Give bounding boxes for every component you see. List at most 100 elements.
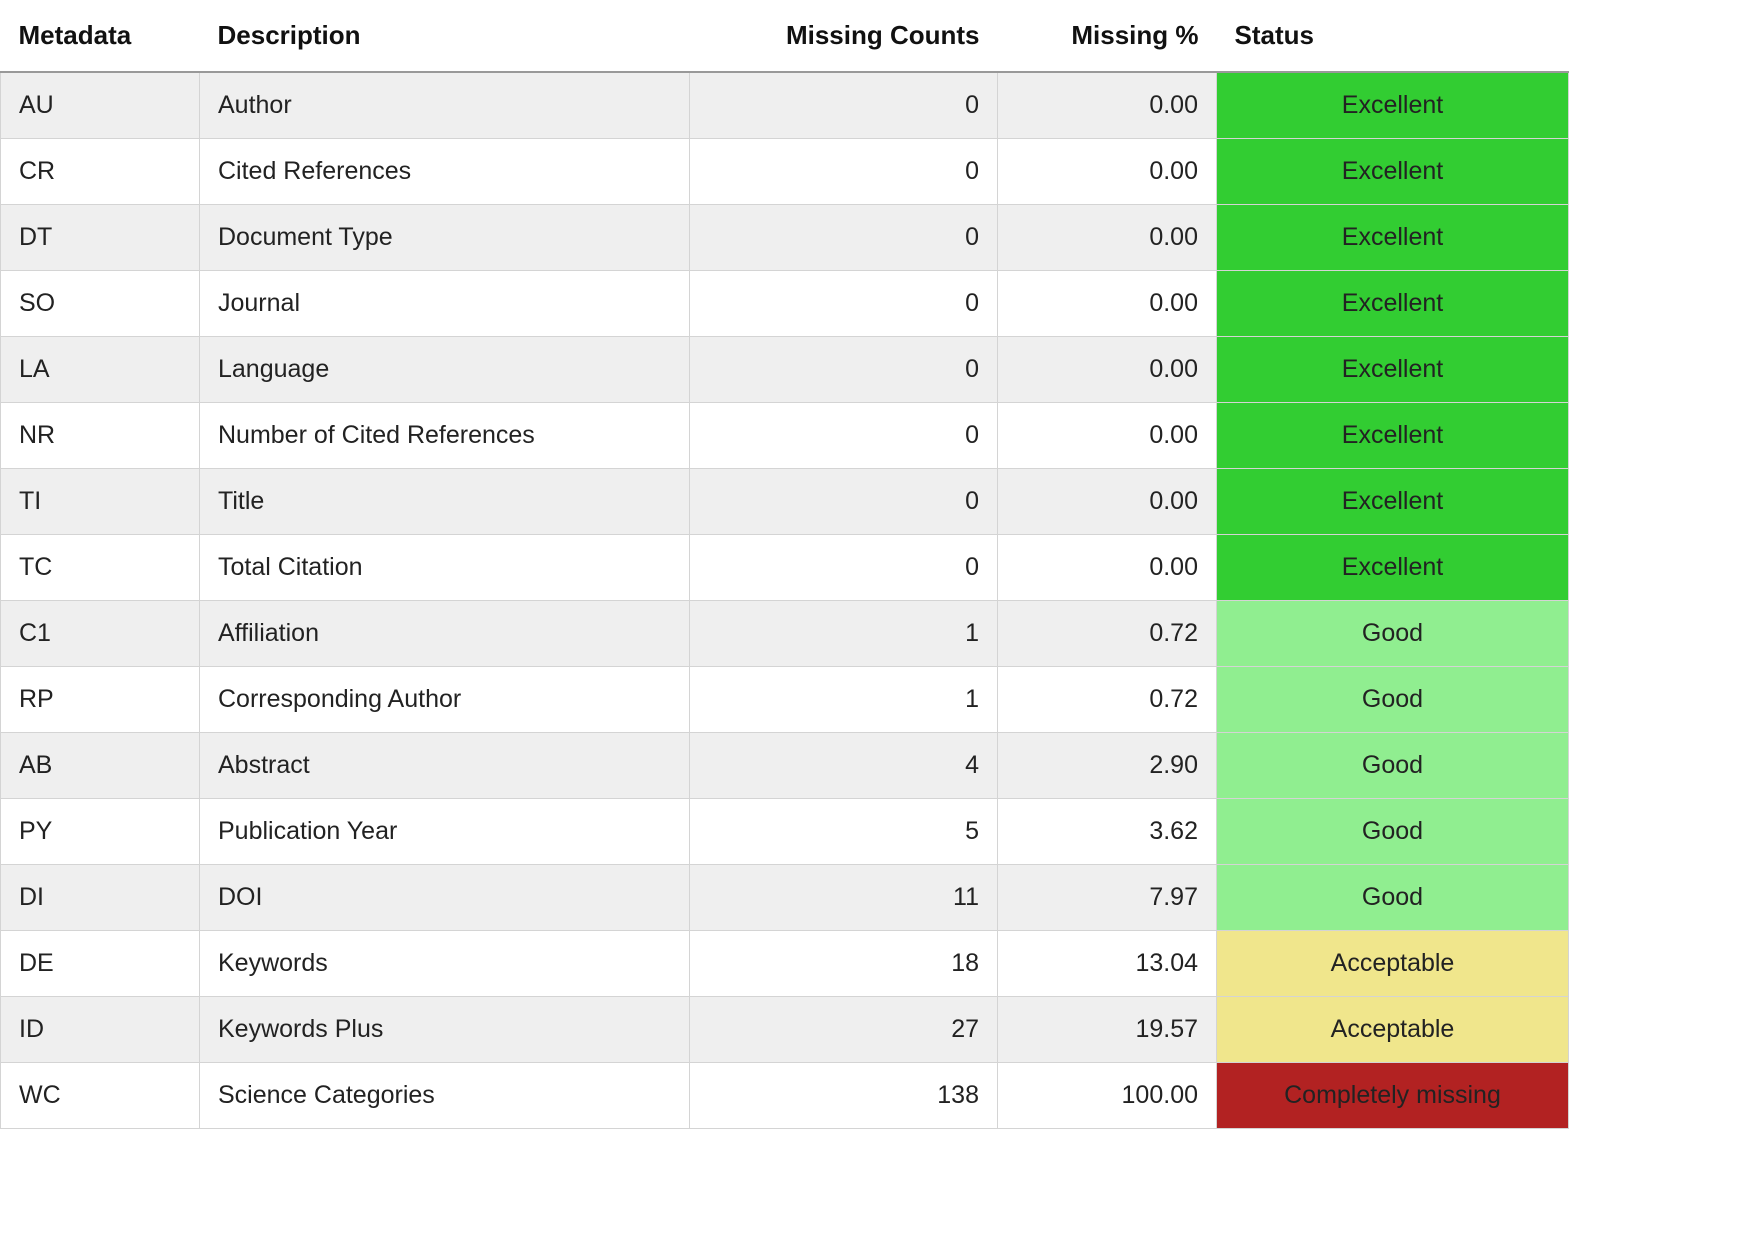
cell-missing-pct: 3.62 — [997, 798, 1217, 865]
cell-description: Document Type — [199, 204, 690, 271]
cell-status: Excellent — [1216, 72, 1569, 139]
table-row: PY Publication Year 5 3.62 Good — [0, 798, 1569, 865]
cell-status: Excellent — [1216, 534, 1569, 601]
cell-status: Acceptable — [1216, 930, 1569, 997]
cell-metadata: TC — [0, 534, 200, 601]
cell-description: Publication Year — [199, 798, 690, 865]
cell-missing-pct: 13.04 — [997, 930, 1217, 997]
cell-status: Good — [1216, 666, 1569, 733]
cell-missing-pct: 0.00 — [997, 534, 1217, 601]
cell-missing-counts: 27 — [689, 996, 998, 1063]
cell-missing-pct: 0.00 — [997, 270, 1217, 337]
cell-metadata: PY — [0, 798, 200, 865]
cell-metadata: DT — [0, 204, 200, 271]
cell-metadata: NR — [0, 402, 200, 469]
cell-missing-pct: 7.97 — [997, 864, 1217, 931]
cell-metadata: CR — [0, 138, 200, 205]
cell-missing-counts: 138 — [689, 1062, 998, 1129]
cell-missing-counts: 0 — [689, 204, 998, 271]
cell-description: Abstract — [199, 732, 690, 799]
table-row: TC Total Citation 0 0.00 Excellent — [0, 534, 1569, 601]
cell-metadata: WC — [0, 1062, 200, 1129]
cell-status: Good — [1216, 732, 1569, 799]
missing-data-table-container: Metadata Description Missing Counts Miss… — [0, 0, 1569, 1129]
cell-status: Acceptable — [1216, 996, 1569, 1063]
cell-missing-counts: 1 — [689, 666, 998, 733]
missing-data-table: Metadata Description Missing Counts Miss… — [0, 0, 1569, 1129]
cell-status: Excellent — [1216, 270, 1569, 337]
cell-description: Number of Cited References — [199, 402, 690, 469]
cell-missing-pct: 0.00 — [997, 336, 1217, 403]
cell-status: Good — [1216, 864, 1569, 931]
cell-description: Corresponding Author — [199, 666, 690, 733]
header-metadata: Metadata — [0, 0, 200, 73]
cell-missing-counts: 11 — [689, 864, 998, 931]
cell-metadata: C1 — [0, 600, 200, 667]
cell-metadata: DI — [0, 864, 200, 931]
table-row: AU Author 0 0.00 Excellent — [0, 72, 1569, 139]
cell-missing-pct: 19.57 — [997, 996, 1217, 1063]
cell-metadata: TI — [0, 468, 200, 535]
cell-missing-counts: 0 — [689, 270, 998, 337]
cell-missing-pct: 0.72 — [997, 666, 1217, 733]
table-row: LA Language 0 0.00 Excellent — [0, 336, 1569, 403]
table-header: Metadata Description Missing Counts Miss… — [0, 0, 1569, 73]
cell-status: Excellent — [1216, 402, 1569, 469]
cell-metadata: LA — [0, 336, 200, 403]
cell-missing-counts: 0 — [689, 468, 998, 535]
cell-missing-pct: 0.72 — [997, 600, 1217, 667]
header-missing-pct: Missing % — [997, 0, 1217, 73]
cell-description: Language — [199, 336, 690, 403]
cell-status: Good — [1216, 798, 1569, 865]
cell-metadata: RP — [0, 666, 200, 733]
cell-metadata: AU — [0, 72, 200, 139]
cell-missing-counts: 5 — [689, 798, 998, 865]
cell-missing-counts: 0 — [689, 336, 998, 403]
table-row: AB Abstract 4 2.90 Good — [0, 732, 1569, 799]
header-missing-counts: Missing Counts — [689, 0, 998, 73]
header-description: Description — [199, 0, 690, 73]
cell-description: Cited References — [199, 138, 690, 205]
cell-missing-counts: 0 — [689, 72, 998, 139]
cell-metadata: ID — [0, 996, 200, 1063]
cell-missing-counts: 4 — [689, 732, 998, 799]
table-row: DT Document Type 0 0.00 Excellent — [0, 204, 1569, 271]
table-body: AU Author 0 0.00 Excellent CR Cited References… — [0, 72, 1569, 1129]
cell-status: Excellent — [1216, 336, 1569, 403]
cell-missing-pct: 0.00 — [997, 468, 1217, 535]
cell-status: Excellent — [1216, 138, 1569, 205]
cell-missing-counts: 0 — [689, 534, 998, 601]
cell-metadata: DE — [0, 930, 200, 997]
header-row: Metadata Description Missing Counts Miss… — [0, 0, 1569, 73]
cell-description: Author — [199, 72, 690, 139]
cell-status: Excellent — [1216, 468, 1569, 535]
table-row: TI Title 0 0.00 Excellent — [0, 468, 1569, 535]
cell-status: Excellent — [1216, 204, 1569, 271]
header-status: Status — [1216, 0, 1569, 73]
cell-missing-pct: 0.00 — [997, 402, 1217, 469]
table-row: C1 Affiliation 1 0.72 Good — [0, 600, 1569, 667]
cell-metadata: AB — [0, 732, 200, 799]
cell-description: Science Categories — [199, 1062, 690, 1129]
cell-missing-pct: 0.00 — [997, 72, 1217, 139]
table-row: CR Cited References 0 0.00 Excellent — [0, 138, 1569, 205]
cell-status: Good — [1216, 600, 1569, 667]
cell-missing-counts: 0 — [689, 402, 998, 469]
cell-description: Total Citation — [199, 534, 690, 601]
table-row: WC Science Categories 138 100.00 Completely … — [0, 1062, 1569, 1129]
cell-missing-counts: 18 — [689, 930, 998, 997]
cell-description: Title — [199, 468, 690, 535]
cell-description: Affiliation — [199, 600, 690, 667]
table-row: SO Journal 0 0.00 Excellent — [0, 270, 1569, 337]
cell-status: Completely missing — [1216, 1062, 1569, 1129]
cell-missing-counts: 1 — [689, 600, 998, 667]
cell-missing-pct: 2.90 — [997, 732, 1217, 799]
cell-description: Journal — [199, 270, 690, 337]
cell-description: Keywords — [199, 930, 690, 997]
cell-metadata: SO — [0, 270, 200, 337]
cell-description: Keywords Plus — [199, 996, 690, 1063]
table-row: ID Keywords Plus 27 19.57 Acceptable — [0, 996, 1569, 1063]
cell-description: DOI — [199, 864, 690, 931]
table-row: DI DOI 11 7.97 Good — [0, 864, 1569, 931]
cell-missing-pct: 100.00 — [997, 1062, 1217, 1129]
